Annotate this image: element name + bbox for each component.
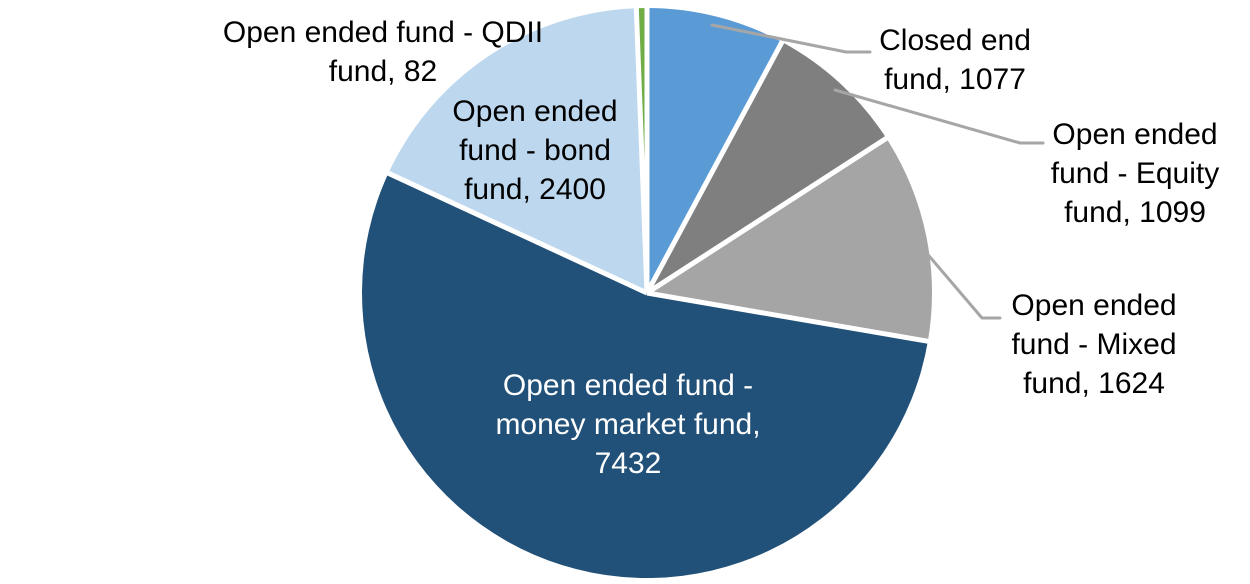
slice-separator	[386, 170, 649, 296]
slice-separator	[644, 39, 785, 295]
label-line: fund, 1099	[1064, 196, 1206, 229]
label-line: fund - bond	[459, 134, 611, 167]
leader-line-equity-fund	[833, 88, 1045, 145]
slice-label-closed-end-fund: Closed end fund, 1077	[830, 21, 1080, 99]
slice-separator	[646, 290, 930, 344]
label-line: Open ended	[1052, 118, 1218, 151]
pie-slice-closed-end-fund	[647, 8, 782, 293]
slice-label-qdii-fund: Open ended fund - QDII fund, 82	[183, 13, 583, 91]
pie-slice-mixed-fund	[647, 138, 932, 342]
label-line: fund, 1624	[1023, 367, 1165, 400]
label-line: fund, 2400	[464, 173, 606, 206]
label-line: fund - Mixed	[1011, 328, 1177, 361]
label-line: money market fund,	[495, 408, 761, 441]
pie-slice-equity-fund	[647, 42, 887, 293]
slice-label-equity-fund: Open ended fund - Equity fund, 1099	[1010, 115, 1250, 232]
label-line: Open ended	[1011, 289, 1177, 322]
label-line: fund - Equity	[1050, 157, 1220, 190]
leader-lines	[710, 23, 1045, 320]
slice-separators	[386, 7, 930, 344]
slice-label-bond-fund: Open ended fund - bond fund, 2400	[385, 92, 685, 209]
slice-separator	[645, 135, 889, 296]
leader-line-mixed-fund	[916, 241, 1002, 320]
pie-slice-money-market-fund	[361, 173, 928, 579]
leader-line-closed-end-fund	[710, 23, 872, 54]
pie-slice-bond-fund	[388, 8, 647, 293]
slice-label-mixed-fund: Open ended fund - Mixed fund, 1624	[969, 286, 1219, 403]
slice-separator	[633, 7, 650, 294]
pie-wedges	[361, 7, 932, 579]
label-line: 7432	[594, 447, 662, 480]
label-line: Open ended	[452, 95, 618, 128]
label-line: fund, 82	[328, 55, 438, 88]
label-line: Open ended fund -	[502, 369, 754, 402]
label-line: Open ended fund - QDII	[222, 16, 544, 49]
label-line: fund, 1077	[884, 63, 1026, 96]
slice-label-money-market-fund: Open ended fund - money market fund, 743…	[478, 366, 778, 483]
label-line: Closed end	[879, 24, 1031, 57]
